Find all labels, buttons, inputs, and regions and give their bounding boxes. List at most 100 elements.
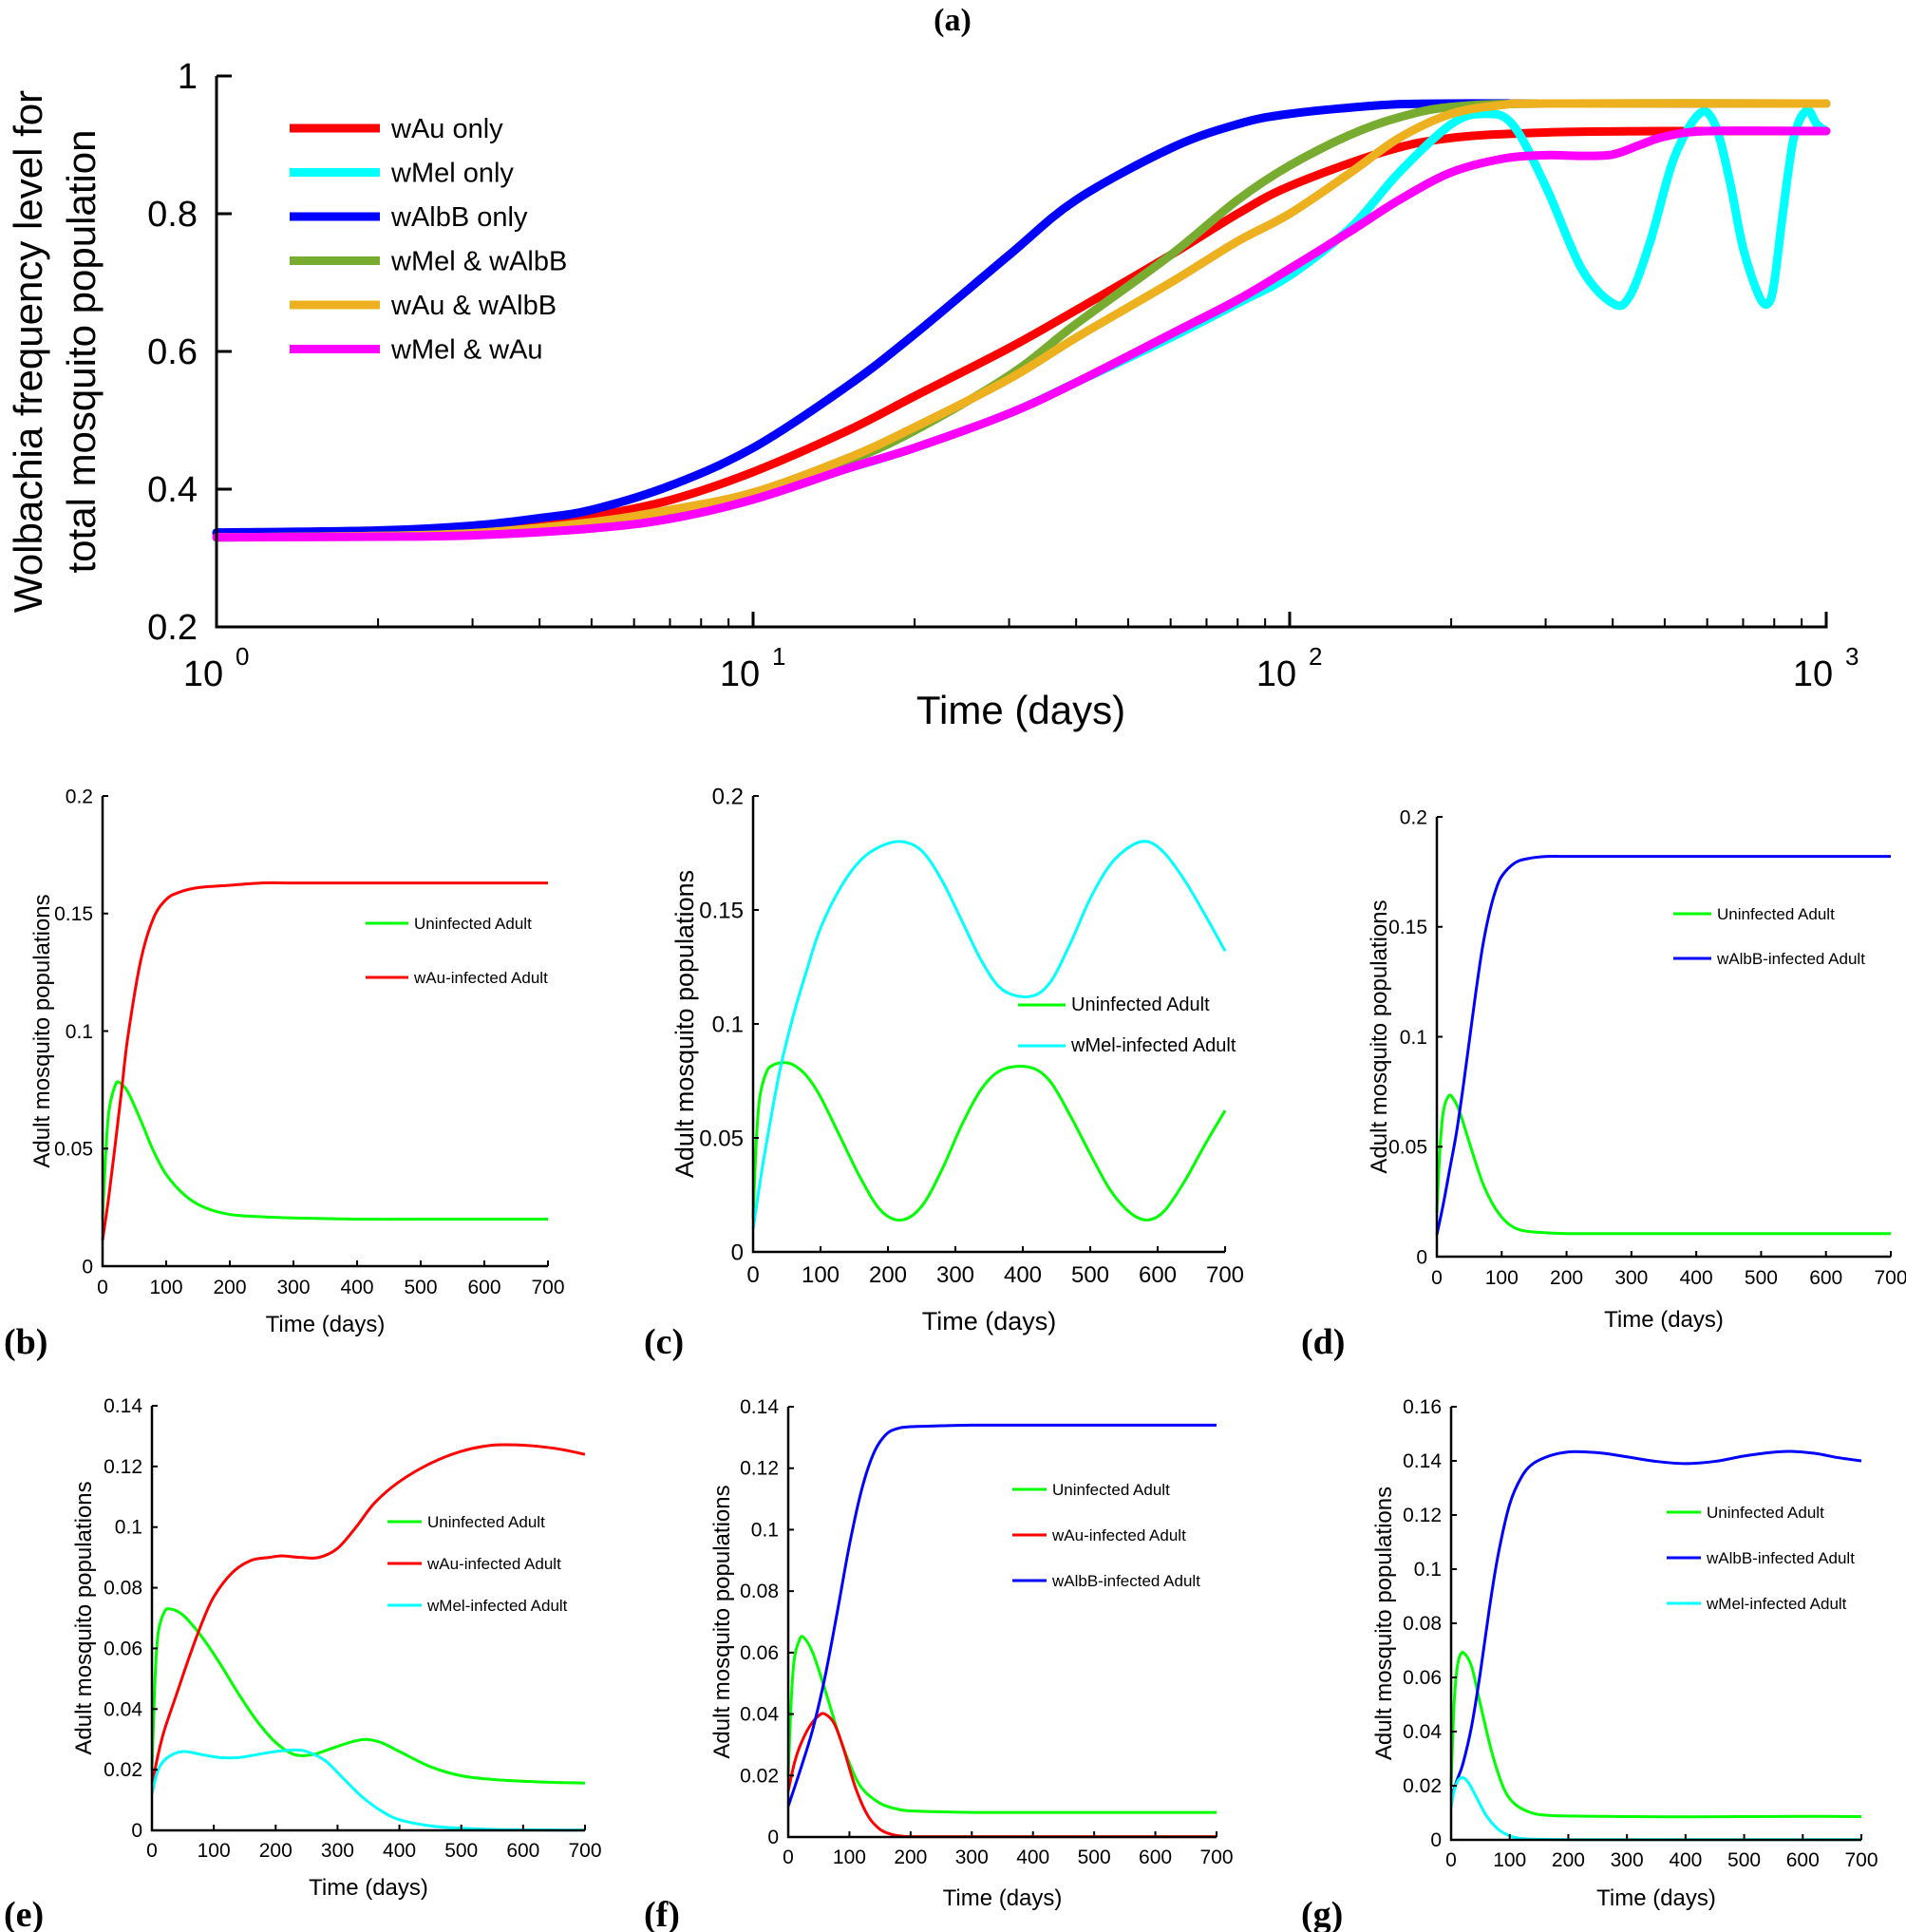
panel-a-lines: [212, 99, 1831, 542]
panel-g-xtick-label: 500: [1727, 1849, 1761, 1871]
panel-f-ytick-label: 0.12: [740, 1458, 779, 1480]
panel-f-xtick-label: 0: [783, 1847, 794, 1868]
panel-c-xtick-label: 400: [1004, 1262, 1042, 1288]
panel-d-ytick-label: 0.1: [1400, 1027, 1427, 1049]
panel-g-legend-label: wMel-infected Adult: [1706, 1595, 1847, 1613]
panel-d-legend-label: wAlbB-infected Adult: [1716, 950, 1865, 968]
panel-b-legend-label: Uninfected Adult: [414, 915, 532, 933]
panel-d-xtick-label: 100: [1485, 1267, 1519, 1289]
panel-g-series-line: [1449, 1775, 1861, 1842]
panel-e-xtick-label: 700: [568, 1840, 601, 1862]
panel-d-legend-label: Uninfected Adult: [1717, 905, 1835, 923]
panel-b-xtick-label: 400: [340, 1277, 373, 1298]
panel-g-ytick-label: 0.1: [1414, 1559, 1442, 1581]
panel-b-xtick-label: 200: [213, 1277, 246, 1298]
panel-g-xlabel: Time (days): [1596, 1885, 1716, 1911]
panel-c-legend-label: Uninfected Adult: [1071, 994, 1210, 1015]
panel-a-legend-label: wAu & wAlbB: [390, 291, 557, 321]
panel-e-xtick-label: 500: [444, 1840, 478, 1862]
panel-d-ylabel: Adult mosquito populations: [1367, 900, 1392, 1173]
panel-c-ylabel: Adult mosquito populations: [670, 870, 699, 1178]
panel-c-xtick-label: 0: [746, 1262, 759, 1288]
panel-e-axes: [150, 1406, 585, 1832]
chart-panel-e: 0 100 200 300 400 500 600 700 0 0.02 0.04 0.06 0.08 0…: [71, 1395, 602, 1901]
panel-e-xtick-label: 600: [506, 1840, 539, 1862]
panel-e-xtick-label: 100: [198, 1840, 231, 1862]
panel-e-series-line: [150, 1748, 586, 1832]
panel-a-xtick-exponent: 1: [772, 642, 785, 671]
panel-a-xlabel: Time (days): [916, 688, 1125, 732]
chart-panel-b: 0 100 200 300 400 500 600 700 0 0.05 0.1 0.15 0.2 Tim…: [29, 786, 565, 1337]
panel-label-d: (d): [1301, 1322, 1345, 1362]
panel-c-xtick-label: 100: [802, 1262, 840, 1288]
panel-a-legend-label: wAlbB only: [390, 202, 528, 233]
panel-a-ylabel-line2: total mosquito population: [59, 130, 104, 574]
panel-f-ytick-label: 0.08: [740, 1581, 779, 1602]
panel-e-ytick-label: 0.1: [115, 1517, 142, 1539]
panel-f-xtick-label: 700: [1199, 1847, 1233, 1868]
panel-e-ytick-label: 0.14: [104, 1395, 142, 1417]
panel-g-ytick-label: 0.06: [1403, 1667, 1442, 1689]
panel-b-xtick-label: 500: [404, 1277, 437, 1298]
panel-c-xtick-label: 600: [1139, 1262, 1177, 1288]
panel-c-xtick-label: 500: [1071, 1262, 1109, 1288]
panel-a-xtick-exponent: 0: [236, 642, 249, 671]
panel-a-title: (a): [934, 3, 972, 38]
panel-label-c: (c): [644, 1322, 684, 1362]
panel-c-ytick-label: 0.05: [699, 1126, 744, 1151]
panel-d-series-line: [1435, 1093, 1891, 1236]
panel-g-xtick-label: 400: [1669, 1849, 1702, 1871]
panel-g-xtick-label: 600: [1786, 1849, 1820, 1871]
panel-e-series-line: [150, 1443, 586, 1786]
panel-f-xtick-label: 300: [955, 1847, 989, 1868]
panel-b-xlabel: Time (days): [266, 1312, 386, 1337]
panel-g-ytick-label: 0.02: [1403, 1775, 1442, 1797]
panel-a-ytick-label: 1: [178, 57, 198, 97]
panel-b-xtick-label: 300: [276, 1277, 310, 1298]
panel-d-ytick-label: 0.05: [1388, 1137, 1427, 1159]
panel-c-xtick-label: 300: [936, 1262, 974, 1288]
panel-d-xtick-label: 500: [1745, 1267, 1778, 1289]
panel-f-legend-label: wAu-infected Adult: [1051, 1526, 1186, 1544]
panel-g-xtick-label: 200: [1552, 1849, 1585, 1871]
chart-panel-g: 0 100 200 300 400 500 600 700 0 0.02 0.04 0.06 0.08 0…: [1371, 1396, 1878, 1911]
panel-f-xlabel: Time (days): [943, 1885, 1063, 1911]
panel-f-ytick-label: 0.1: [751, 1519, 779, 1541]
panel-b-xtick-label: 700: [531, 1277, 564, 1298]
panel-f-series-line: [786, 1423, 1217, 1808]
panel-a-xtick-label: 10: [720, 654, 760, 694]
panel-d-xtick-label: 0: [1431, 1267, 1443, 1289]
panel-label-e: (e): [4, 1895, 44, 1932]
panel-g-ytick-label: 0.16: [1403, 1396, 1442, 1418]
panel-g-ytick-label: 0.14: [1403, 1450, 1442, 1472]
panel-g-legend-label: Uninfected Adult: [1707, 1504, 1824, 1522]
panel-f-series-line: [786, 1712, 1217, 1839]
panel-a-series-line: [212, 99, 1831, 538]
panel-b-axes: [101, 796, 548, 1268]
panel-f-ytick-label: 0.02: [740, 1765, 779, 1787]
panel-a-legend-label: wMel only: [390, 159, 514, 189]
panel-a-series-line: [212, 126, 1831, 542]
panel-d-series-line: [1435, 854, 1891, 1236]
panel-a-ytick-label: 0.6: [147, 332, 198, 372]
panel-d-xtick-label: 300: [1614, 1267, 1648, 1289]
panel-a-xtick-exponent: 2: [1309, 642, 1322, 671]
panel-c-ytick-label: 0.1: [712, 1012, 744, 1037]
panel-f-series-line: [786, 1635, 1217, 1814]
panel-d-ytick-label: 0.2: [1400, 806, 1427, 828]
chart-panel-f: 0 100 200 300 400 500 600 700 0 0.02 0.04 0.06 0.08 0…: [709, 1396, 1234, 1911]
panel-g-ytick-label: 0.08: [1403, 1613, 1442, 1635]
panel-a-ytick-label: 0.2: [147, 608, 198, 648]
panel-e-ytick-label: 0: [131, 1820, 142, 1842]
panel-g-xtick-label: 100: [1493, 1849, 1526, 1871]
panel-label-g: (g): [1301, 1895, 1343, 1932]
panel-e-ytick-label: 0.04: [104, 1698, 142, 1720]
panel-b-xtick-label: 600: [467, 1277, 500, 1298]
panel-e-ytick-label: 0.06: [104, 1638, 142, 1659]
panel-f-legend-label: wAlbB-infected Adult: [1051, 1572, 1200, 1590]
panel-d-ytick-label: 0: [1416, 1246, 1427, 1268]
panel-f-xtick-label: 200: [894, 1847, 927, 1868]
panel-c-ytick-label: 0.15: [699, 898, 744, 923]
panel-d-xtick-label: 700: [1874, 1267, 1906, 1289]
panel-a-series-line: [212, 99, 1831, 542]
